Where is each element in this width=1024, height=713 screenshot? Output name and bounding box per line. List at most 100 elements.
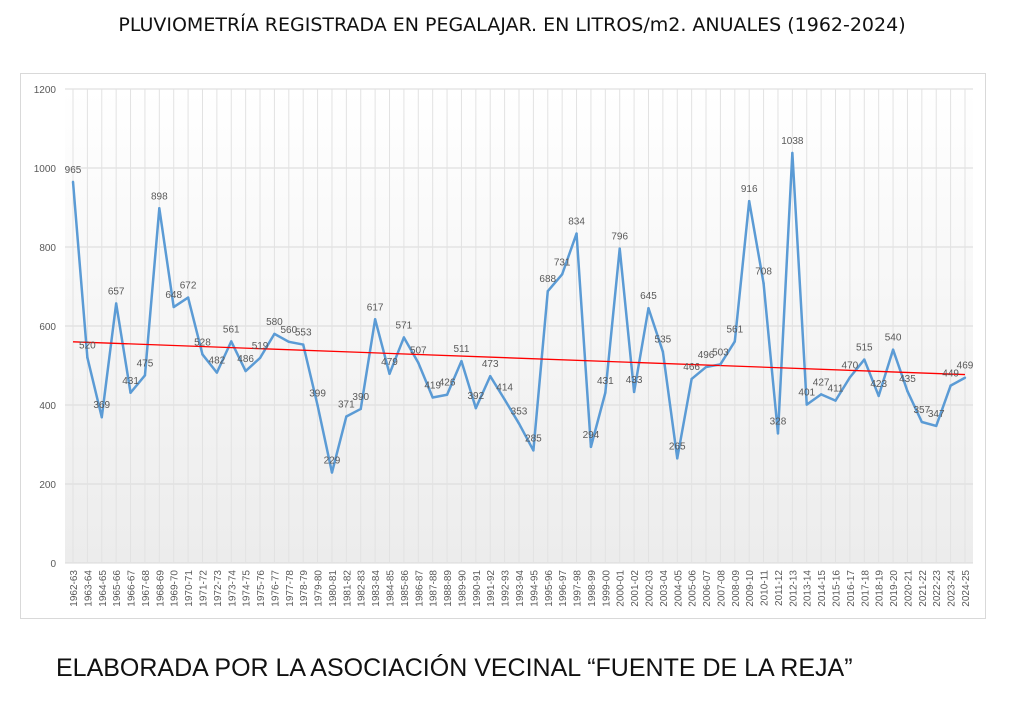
- data-label: 688: [539, 274, 556, 285]
- data-point: [762, 282, 765, 285]
- footer-credit: ELABORADA POR LA ASOCIACIÓN VECINAL “FUE…: [56, 654, 853, 682]
- x-tick-label: 2007-08: [716, 570, 727, 607]
- data-point: [431, 396, 434, 399]
- data-point: [560, 273, 564, 276]
- x-tick-label: 2009-10: [745, 570, 756, 607]
- chart-area: 0 200 400 600 800 1000 1200 1962-63 1963-64 1964-…: [20, 73, 986, 619]
- data-point: [460, 359, 463, 363]
- x-tick-label: 1986-87: [414, 570, 425, 607]
- x-tick-label: 1964-65: [98, 570, 109, 607]
- x-tick-label: 1975-76: [256, 570, 267, 607]
- y-tick-label: 400: [39, 401, 56, 412]
- data-label: 285: [525, 433, 542, 444]
- data-label: 423: [870, 379, 887, 390]
- x-tick-label: 2017-18: [860, 570, 871, 607]
- data-label: 294: [583, 430, 600, 441]
- x-tick-label: 1996-97: [558, 570, 569, 607]
- x-tick-label: 1997-98: [573, 570, 584, 607]
- x-tick-label: 2011-12: [774, 570, 785, 606]
- data-label: 401: [798, 388, 815, 399]
- data-label: 466: [683, 362, 700, 373]
- x-tick-label: 1972-73: [213, 570, 224, 607]
- data-label: 507: [410, 346, 427, 357]
- data-point: [575, 232, 578, 235]
- x-tick-label: 2022-23: [932, 570, 943, 607]
- data-label: 427: [813, 377, 830, 388]
- data-label: 561: [223, 324, 240, 335]
- x-tick-label: 1982-83: [357, 570, 368, 607]
- data-point: [920, 420, 924, 424]
- data-point: [848, 376, 852, 379]
- data-label: 419: [424, 380, 441, 391]
- data-point: [445, 393, 449, 396]
- data-point: [230, 340, 233, 343]
- x-tick-label: 2015-16: [832, 570, 843, 607]
- x-tick-label: 2020-21: [903, 570, 914, 607]
- x-tick-label: 2004-05: [673, 570, 684, 607]
- data-point: [532, 449, 535, 452]
- x-tick-label: 2008-09: [731, 570, 742, 607]
- data-label: 535: [655, 335, 672, 346]
- data-point: [143, 374, 147, 377]
- data-point: [100, 416, 103, 419]
- data-label: 347: [928, 409, 945, 420]
- x-tick-label: 1978-79: [299, 570, 310, 607]
- x-tick-label: 1969-70: [170, 570, 181, 607]
- x-tick-label: 1995-96: [544, 570, 555, 607]
- data-label: 965: [65, 165, 82, 176]
- data-label: 431: [597, 376, 614, 387]
- x-tick-label: 2000-01: [616, 570, 627, 607]
- x-tick-label: 1966-67: [127, 570, 138, 607]
- y-tick-label: 1000: [34, 164, 57, 175]
- data-point: [345, 415, 348, 418]
- data-label: 399: [309, 388, 326, 399]
- data-point: [805, 403, 808, 406]
- data-label: 475: [137, 358, 154, 369]
- data-label: 479: [381, 357, 398, 368]
- x-tick-label: 1983-84: [371, 570, 382, 607]
- data-label: 486: [237, 354, 254, 365]
- data-label: 553: [295, 328, 312, 339]
- data-point: [690, 377, 693, 381]
- data-point: [877, 394, 880, 398]
- data-label: 834: [568, 217, 585, 228]
- data-label: 431: [122, 376, 139, 387]
- data-point: [906, 389, 909, 393]
- data-point: [776, 432, 780, 435]
- trend-line: [72, 341, 966, 376]
- y-tick-label: 200: [39, 480, 56, 491]
- data-label: 503: [712, 347, 729, 358]
- x-tick-label: 2010-11: [760, 570, 771, 606]
- data-label: 519: [252, 341, 269, 352]
- data-label: 898: [151, 191, 168, 202]
- x-tick-label: 1988-89: [443, 570, 454, 607]
- line-chart: 0 200 400 600 800 1000 1200 1962-63 1963-64 1964-…: [34, 85, 974, 607]
- data-point: [373, 318, 377, 321]
- data-label: 648: [165, 290, 182, 301]
- x-tick-label: 1998-99: [587, 570, 598, 607]
- data-label: 357: [913, 405, 930, 416]
- data-point: [186, 296, 190, 299]
- data-label: 433: [626, 375, 643, 386]
- data-point: [618, 247, 621, 250]
- x-tick-label: 1993-94: [515, 570, 526, 607]
- data-point: [158, 207, 161, 210]
- data-point: [834, 399, 837, 402]
- x-tick-label: 1981-82: [342, 570, 353, 607]
- x-tick-label: 2019-20: [889, 570, 900, 607]
- data-point: [273, 332, 276, 336]
- data-label: 528: [194, 337, 211, 348]
- data-point: [661, 350, 665, 353]
- data-point: [503, 398, 506, 401]
- data-label: 515: [856, 343, 873, 354]
- data-point: [489, 374, 492, 378]
- x-tick-label: 1970-71: [184, 570, 195, 607]
- x-tick-label: 1977-78: [285, 570, 296, 607]
- data-label: 617: [367, 302, 384, 313]
- x-tick-label: 1987-88: [429, 570, 440, 607]
- data-point: [287, 340, 291, 343]
- x-tick-label: 1999-00: [601, 570, 612, 607]
- data-point: [632, 390, 636, 394]
- data-label: 482: [209, 356, 226, 367]
- x-tick-label: 2024-25: [961, 570, 972, 607]
